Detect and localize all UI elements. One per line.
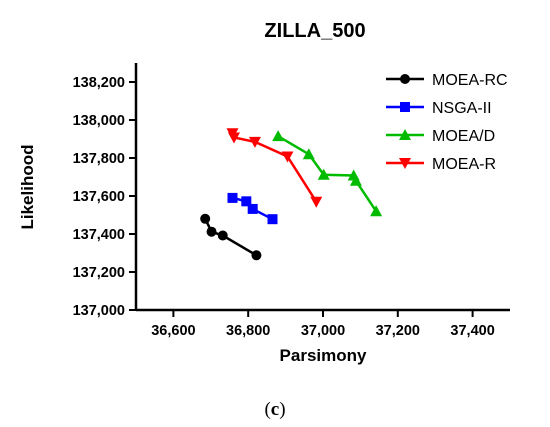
y-tick-label: 137,600 xyxy=(73,189,125,205)
data-point-nsga-ii xyxy=(227,192,238,203)
series-nsga-ii xyxy=(227,192,278,225)
data-point-moea-rc xyxy=(217,230,228,241)
data-point-moea-d xyxy=(302,148,315,160)
data-point-moea-r xyxy=(281,151,294,163)
data-point-moea-d xyxy=(272,130,285,142)
chart-title: ZILLA_500 xyxy=(264,20,365,42)
data-point-moea-d xyxy=(349,174,362,186)
y-tick-label: 138,200 xyxy=(73,75,125,91)
x-tick-label: 37,400 xyxy=(450,323,494,339)
data-point-nsga-ii xyxy=(267,214,278,225)
x-tick-label: 37,200 xyxy=(376,323,420,339)
data-point-moea-r xyxy=(310,196,323,208)
x-ticks: 36,600 36,800 37,000 37,200 37,400 xyxy=(151,310,495,339)
caption-close: ) xyxy=(279,399,285,420)
y-tick-label: 137,800 xyxy=(73,151,125,167)
series-moea-rc xyxy=(200,213,262,261)
x-tick-label: 36,800 xyxy=(226,323,270,339)
legend: MOEA-RC NSGA-II MOEA/D MOEA-R xyxy=(386,72,508,173)
legend-item-moea-r: MOEA-R xyxy=(386,156,496,173)
y-tick-label: 137,000 xyxy=(73,303,125,319)
x-axis-label: Parsimony xyxy=(280,346,367,365)
data-point-moea-r xyxy=(227,132,240,144)
series-layer xyxy=(200,128,383,261)
series-line-moea-r xyxy=(231,132,318,203)
legend-label-moea-d: MOEA/D xyxy=(432,128,495,145)
legend-marker-moea-d xyxy=(399,129,411,140)
legend-marker-nsga-ii xyxy=(400,102,410,112)
y-ticks: 137,000 137,200 137,400 137,600 137,800 138,0… xyxy=(73,75,136,319)
data-point-nsga-ii xyxy=(247,203,258,214)
y-axis-label: Likelihood xyxy=(18,145,37,230)
series-line-moea-rc xyxy=(204,218,258,257)
x-tick-label: 37,000 xyxy=(301,323,345,339)
data-point-moea-rc xyxy=(206,226,217,237)
legend-item-nsga-ii: NSGA-II xyxy=(386,100,492,117)
y-tick-label: 137,400 xyxy=(73,227,125,243)
data-point-moea-r xyxy=(248,136,261,148)
legend-label-nsga-ii: NSGA-II xyxy=(432,100,492,117)
legend-item-moea-d: MOEA/D xyxy=(386,128,495,145)
caption-open: ( xyxy=(264,399,270,420)
data-point-moea-d xyxy=(370,205,383,217)
legend-label-moea-r: MOEA-R xyxy=(432,156,496,173)
legend-item-moea-rc: MOEA-RC xyxy=(386,72,508,89)
y-tick-label: 137,200 xyxy=(73,265,125,281)
series-moea-r xyxy=(226,128,323,208)
y-tick-label: 138,000 xyxy=(73,113,125,129)
caption-letter: c xyxy=(271,399,279,420)
legend-label-moea-rc: MOEA-RC xyxy=(432,72,508,89)
figure-caption: (c) xyxy=(264,399,285,420)
series-line-moea-d xyxy=(277,135,378,212)
data-point-moea-rc xyxy=(200,213,211,224)
legend-marker-moea-rc xyxy=(400,74,410,84)
data-point-moea-rc xyxy=(251,250,262,261)
data-point-nsga-ii xyxy=(241,196,252,207)
data-point-moea-d xyxy=(317,168,330,180)
legend-marker-moea-r xyxy=(399,158,411,169)
series-moea-d xyxy=(272,130,383,217)
x-tick-label: 36,600 xyxy=(151,323,195,339)
